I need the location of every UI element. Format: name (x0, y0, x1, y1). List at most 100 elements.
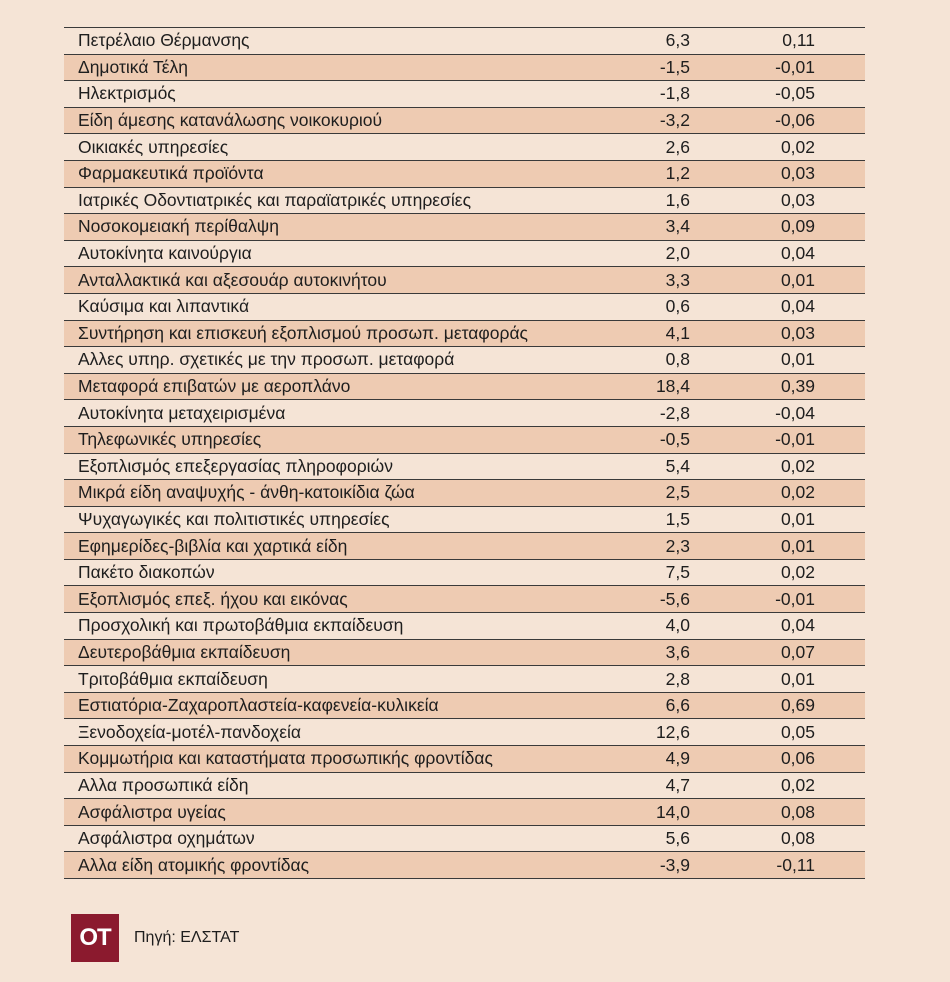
row-change-cell: 4,9 (624, 745, 732, 773)
table-row: Ανταλλακτικά και αξεσουάρ αυτοκινήτου 3,3… (64, 266, 865, 294)
table-row: Ασφάλιστρα οχημάτων 5,6 0,08 (64, 825, 865, 853)
source-note: Πηγή: ΕΛΣΤΑΤ (134, 929, 240, 946)
row-change-cell: 3,3 (624, 266, 732, 294)
row-name-cell: Δευτεροβάθμια εκπαίδευση (64, 639, 624, 667)
table-row: Αυτοκίνητα καινούργια 2,0 0,04 (64, 240, 865, 268)
table-row: Φαρμακευτικά προϊόντα 1,2 0,03 (64, 160, 865, 188)
row-contribution-cell: 0,01 (732, 346, 865, 374)
row-contribution-cell: 0,08 (732, 825, 865, 853)
table-row: Πακέτο διακοπών 7,5 0,02 (64, 559, 865, 587)
row-name-cell: Εξοπλισμός επεξεργασίας πληροφοριών (64, 453, 624, 481)
table-row: Δευτεροβάθμια εκπαίδευση 3,6 0,07 (64, 639, 865, 667)
row-change-cell: 12,6 (624, 718, 732, 747)
row-change-cell: -2,8 (624, 399, 732, 427)
row-change-cell: 1,2 (624, 160, 732, 188)
row-contribution-cell: 0,09 (732, 213, 865, 241)
row-contribution-cell: 0,04 (732, 240, 865, 268)
table-row: Εστιατόρια-Ζαχαροπλαστεία-καφενεία-κυλικ… (64, 692, 865, 720)
row-contribution-cell: -0,06 (732, 107, 865, 135)
row-name-cell: Αλλες υπηρ. σχετικές με την προσωπ. μετα… (64, 346, 624, 374)
row-change-cell: 2,8 (624, 665, 732, 693)
row-contribution-cell: -0,01 (732, 585, 865, 614)
table-row: Νοσοκομειακή περίθαλψη 3,4 0,09 (64, 213, 865, 241)
table-row: Κομμωτήρια και καταστήματα προσωπικής φρ… (64, 745, 865, 773)
row-name-cell: Ηλεκτρισμός (64, 80, 624, 108)
row-change-cell: 3,4 (624, 213, 732, 241)
table-row: Συντήρηση και επισκευή εξοπλισμού προσωπ… (64, 320, 865, 348)
row-change-cell: 2,0 (624, 240, 732, 268)
table-row: Αλλες υπηρ. σχετικές με την προσωπ. μετα… (64, 346, 865, 374)
table-row: Πετρέλαιο Θέρμανσης 6,3 0,11 (64, 27, 865, 55)
table-row: Εξοπλισμός επεξ. ήχου και εικόνας -5,6 -0,… (64, 585, 865, 614)
row-change-cell: 1,5 (624, 506, 732, 534)
footer: OT Πηγή: ΕΛΣΤΑΤ (71, 914, 239, 962)
row-change-cell: 0,8 (624, 346, 732, 374)
row-contribution-cell: 0,08 (732, 798, 865, 826)
ot-logo: OT (71, 914, 119, 962)
row-change-cell: 1,6 (624, 187, 732, 215)
row-name-cell: Είδη άμεσης κατανάλωσης νοικοκυριού (64, 107, 624, 135)
row-contribution-cell: 0,01 (732, 532, 865, 560)
row-name-cell: Εφημερίδες-βιβλία και χαρτικά είδη (64, 532, 624, 560)
table-row: Αλλα προσωπικά είδη 4,7 0,02 (64, 772, 865, 800)
row-contribution-cell: 0,11 (732, 27, 865, 55)
row-change-cell: 4,7 (624, 772, 732, 800)
row-change-cell: 6,3 (624, 27, 732, 55)
price-changes-table: Πετρέλαιο Θέρμανσης 6,3 0,11 Δημοτικά Τέλη -… (64, 27, 865, 879)
table-row: Αλλα είδη ατομικής φροντίδας -3,9 -0,11 (64, 851, 865, 879)
row-name-cell: Τηλεφωνικές υπηρεσίες (64, 426, 624, 454)
row-contribution-cell: -0,04 (732, 399, 865, 427)
row-change-cell: 7,5 (624, 559, 732, 587)
row-change-cell: 4,0 (624, 612, 732, 640)
row-change-cell: 18,4 (624, 373, 732, 401)
table-row: Ιατρικές Οδοντιατρικές και παραϊατρικές … (64, 187, 865, 215)
row-name-cell: Πετρέλαιο Θέρμανσης (64, 27, 624, 55)
row-change-cell: 2,3 (624, 532, 732, 560)
row-change-cell: 2,6 (624, 133, 732, 161)
table-row: Εξοπλισμός επεξεργασίας πληροφοριών 5,4 0,… (64, 453, 865, 481)
row-contribution-cell: 0,02 (732, 772, 865, 800)
row-contribution-cell: 0,03 (732, 187, 865, 215)
row-change-cell: -3,9 (624, 851, 732, 879)
row-change-cell: 6,6 (624, 692, 732, 720)
row-name-cell: Εξοπλισμός επεξ. ήχου και εικόνας (64, 585, 624, 614)
row-name-cell: Αυτοκίνητα μεταχειρισμένα (64, 399, 624, 427)
table-row: Ψυχαγωγικές και πολιτιστικές υπηρεσίες 1,… (64, 506, 865, 534)
row-contribution-cell: 0,04 (732, 293, 865, 321)
row-contribution-cell: 0,06 (732, 745, 865, 773)
row-contribution-cell: 0,69 (732, 692, 865, 720)
table-row: Μεταφορά επιβατών με αεροπλάνο 18,4 0,39 (64, 373, 865, 401)
row-change-cell: 3,6 (624, 639, 732, 667)
table-row: Εφημερίδες-βιβλία και χαρτικά είδη 2,3 0,0… (64, 532, 865, 560)
row-change-cell: -1,5 (624, 54, 732, 82)
row-name-cell: Οικιακές υπηρεσίες (64, 133, 624, 161)
row-name-cell: Μικρά είδη αναψυχής - άνθη-κατοικίδια ζώ… (64, 479, 624, 507)
row-name-cell: Ασφάλιστρα υγείας (64, 798, 624, 826)
table-row: Τηλεφωνικές υπηρεσίες -0,5 -0,01 (64, 426, 865, 454)
row-name-cell: Φαρμακευτικά προϊόντα (64, 160, 624, 188)
row-change-cell: 0,6 (624, 293, 732, 321)
row-contribution-cell: 0,04 (732, 612, 865, 640)
row-name-cell: Αλλα προσωπικά είδη (64, 772, 624, 800)
row-contribution-cell: 0,39 (732, 373, 865, 401)
row-name-cell: Ιατρικές Οδοντιατρικές και παραϊατρικές … (64, 187, 624, 215)
table-row: Ξενοδοχεία-μοτέλ-πανδοχεία 12,6 0,05 (64, 718, 865, 747)
row-change-cell: 2,5 (624, 479, 732, 507)
row-name-cell: Καύσιμα και λιπαντικά (64, 293, 624, 321)
row-contribution-cell: -0,01 (732, 426, 865, 454)
row-name-cell: Ξενοδοχεία-μοτέλ-πανδοχεία (64, 718, 624, 747)
row-contribution-cell: 0,07 (732, 639, 865, 667)
row-contribution-cell: 0,02 (732, 453, 865, 481)
row-contribution-cell: 0,02 (732, 133, 865, 161)
table-row: Προσχολική και πρωτοβάθμια εκπαίδευση 4,0… (64, 612, 865, 640)
row-name-cell: Πακέτο διακοπών (64, 559, 624, 587)
row-contribution-cell: -0,11 (732, 851, 865, 879)
row-contribution-cell: 0,01 (732, 266, 865, 294)
row-contribution-cell: -0,01 (732, 54, 865, 82)
table-row: Δημοτικά Τέλη -1,5 -0,01 (64, 54, 865, 82)
row-name-cell: Συντήρηση και επισκευή εξοπλισμού προσωπ… (64, 320, 624, 348)
row-contribution-cell: 0,01 (732, 665, 865, 693)
row-change-cell: 5,6 (624, 825, 732, 853)
row-contribution-cell: 0,01 (732, 506, 865, 534)
table-row: Μικρά είδη αναψυχής - άνθη-κατοικίδια ζώ… (64, 479, 865, 507)
